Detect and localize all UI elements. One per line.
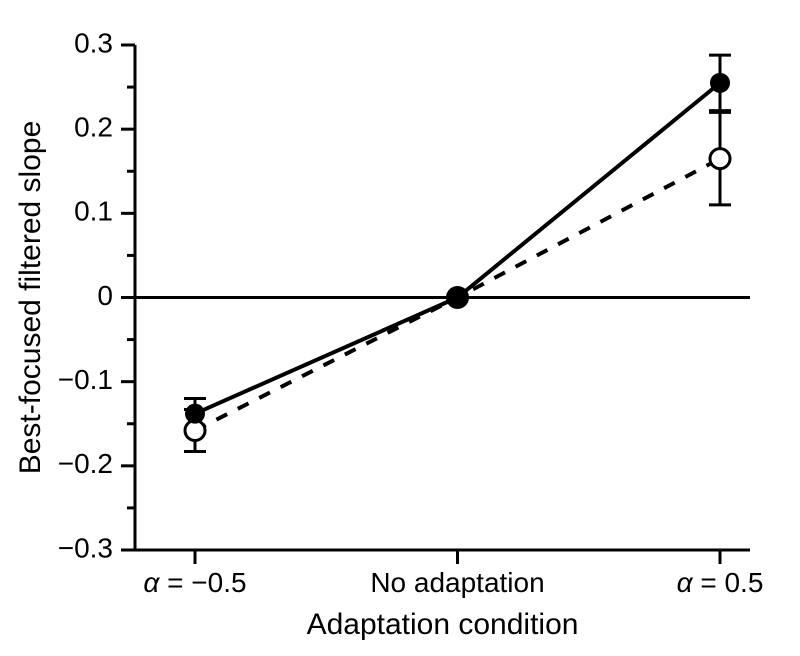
marker-filled-circle xyxy=(710,73,730,93)
y-tick-label: −0.3 xyxy=(58,532,113,563)
chart-container: −0.3 −0.2 −0.1 0 0.1 0.2 0.3 α = −0.5 No adaptat… xyxy=(0,0,800,656)
line-chart: −0.3 −0.2 −0.1 0 0.1 0.2 0.3 α = −0.5 No adaptat… xyxy=(0,0,800,656)
marker-open-circle xyxy=(710,149,730,169)
y-tick-label: 0.2 xyxy=(74,112,113,143)
y-tick-label: −0.1 xyxy=(58,364,113,395)
y-tick-label: 0.1 xyxy=(74,196,113,227)
y-tick-label: 0 xyxy=(97,280,113,311)
x-axis-label: Adaptation condition xyxy=(307,608,579,641)
marker-filled-circle xyxy=(448,288,468,308)
marker-filled-circle xyxy=(185,404,205,424)
x-tick-label: α = −0.5 xyxy=(143,567,246,598)
x-tick-label: α = 0.5 xyxy=(677,567,764,598)
y-tick-label: −0.2 xyxy=(58,448,113,479)
y-axis-label: Best-focused filtered slope xyxy=(14,121,47,475)
x-tick-label: No adaptation xyxy=(370,567,544,598)
y-tick-label: 0.3 xyxy=(74,27,113,58)
